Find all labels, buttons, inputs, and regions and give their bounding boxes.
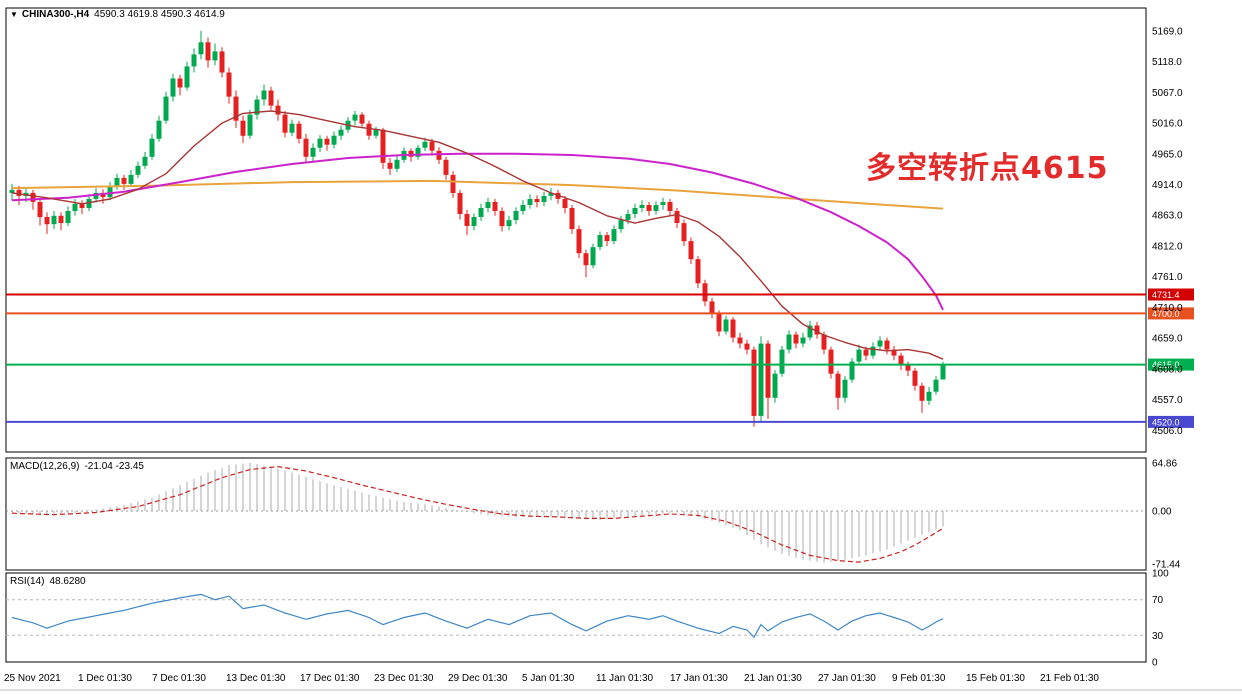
price-tag-4520.0: 4520.0 xyxy=(1148,415,1194,428)
svg-text:21 Jan 01:30: 21 Jan 01:30 xyxy=(744,673,802,684)
price-tag-4615.0: 4615.0 xyxy=(1148,358,1194,371)
svg-text:13 Dec 01:30: 13 Dec 01:30 xyxy=(226,673,286,684)
ma-fast-line xyxy=(11,110,944,360)
main-chart-area[interactable] xyxy=(6,8,1146,452)
svg-text:15 Feb 01:30: 15 Feb 01:30 xyxy=(966,673,1025,684)
macd-signal-line xyxy=(11,465,944,563)
svg-text:1 Dec 01:30: 1 Dec 01:30 xyxy=(78,673,132,684)
svg-text:4520.0: 4520.0 xyxy=(1152,417,1180,427)
candlestick-series xyxy=(9,30,946,427)
svg-text:7 Dec 01:30: 7 Dec 01:30 xyxy=(152,673,206,684)
ma-slow-line xyxy=(11,179,944,210)
svg-text:11 Jan 01:30: 11 Jan 01:30 xyxy=(596,673,654,684)
macd-axis[interactable] xyxy=(1147,458,1242,570)
svg-text:30: 30 xyxy=(1152,631,1164,642)
rsi-panel-area[interactable] xyxy=(6,573,1146,662)
rsi-axis[interactable] xyxy=(1147,573,1242,662)
rsi-indicator-label: RSI(14) xyxy=(10,576,45,587)
svg-text:4700.0: 4700.0 xyxy=(1152,309,1180,319)
symbol-period-label: CHINA300-,H4 xyxy=(21,9,90,20)
svg-text:25 Nov 2021: 25 Nov 2021 xyxy=(4,673,61,684)
svg-text:64.86: 64.86 xyxy=(1152,459,1177,470)
rsi-overbought-oversold-lines xyxy=(6,599,1146,636)
macd-indicator-label: MACD(12,26,9) xyxy=(10,461,80,472)
chart-title-bar: ▼ CHINA300-,H4 4590.3 4619.8 4590.3 4614.9 xyxy=(10,9,225,20)
svg-text:4914.0: 4914.0 xyxy=(1152,180,1183,191)
time-axis-labels: 25 Nov 2021 1 Dec 01:30 7 Dec 01:30 13 Dec … xyxy=(4,673,1099,684)
svg-text:5 Jan 01:30: 5 Jan 01:30 xyxy=(522,673,575,684)
svg-text:4659.0: 4659.0 xyxy=(1152,334,1183,345)
svg-text:4615.0: 4615.0 xyxy=(1152,360,1180,370)
svg-text:4710.0: 4710.0 xyxy=(1152,303,1183,314)
svg-text:9 Feb 01:30: 9 Feb 01:30 xyxy=(892,673,946,684)
svg-text:5118.0: 5118.0 xyxy=(1152,57,1182,68)
price-axis[interactable] xyxy=(1147,8,1242,452)
panel-borders xyxy=(5,7,1147,663)
macd-panel-area[interactable] xyxy=(6,458,1146,570)
svg-text:23 Dec 01:30: 23 Dec 01:30 xyxy=(374,673,434,684)
rsi-value-label: 48.6280 xyxy=(49,576,86,587)
svg-text:17 Jan 01:30: 17 Jan 01:30 xyxy=(670,673,728,684)
rsi-line xyxy=(11,593,944,639)
svg-text:4506.0: 4506.0 xyxy=(1152,426,1183,437)
horizontal-levels: 4731.4 4700.0 4615.0 4520.0 xyxy=(6,288,1194,428)
svg-text:4812.0: 4812.0 xyxy=(1152,242,1183,253)
svg-text:100: 100 xyxy=(1152,569,1169,580)
svg-text:5169.0: 5169.0 xyxy=(1152,26,1183,37)
macd-axis-labels: 64.86 0.00 -71.44 xyxy=(1152,459,1181,571)
svg-text:4863.0: 4863.0 xyxy=(1152,211,1183,222)
svg-text:4965.0: 4965.0 xyxy=(1152,149,1183,160)
svg-text:4761.0: 4761.0 xyxy=(1152,272,1183,283)
time-axis[interactable] xyxy=(0,668,1242,688)
price-tag-4700.0: 4700.0 xyxy=(1148,307,1194,320)
svg-text:27 Jan 01:30: 27 Jan 01:30 xyxy=(818,673,876,684)
turning-point-annotation[interactable]: 多空转折点4615 xyxy=(866,151,1109,186)
svg-text:4731.4: 4731.4 xyxy=(1152,290,1180,300)
rsi-axis-labels: 100 70 30 0 xyxy=(1152,569,1169,669)
svg-text:0.00: 0.00 xyxy=(1152,507,1172,518)
macd-title-bar: MACD(12,26,9) -21.04 -23.45 xyxy=(10,461,144,472)
svg-text:21 Feb 01:30: 21 Feb 01:30 xyxy=(1040,673,1099,684)
svg-text:70: 70 xyxy=(1152,595,1164,606)
svg-text:-71.44: -71.44 xyxy=(1152,559,1181,570)
svg-text:5016.0: 5016.0 xyxy=(1152,119,1183,130)
svg-text:17 Dec 01:30: 17 Dec 01:30 xyxy=(300,673,360,684)
svg-text:5067.0: 5067.0 xyxy=(1152,88,1183,99)
one-click-trading-icon[interactable]: ▼ xyxy=(10,9,18,19)
macd-histogram xyxy=(11,462,944,563)
ma-mid-line xyxy=(11,152,944,311)
svg-text:4608.0: 4608.0 xyxy=(1152,364,1183,375)
svg-text:29 Dec 01:30: 29 Dec 01:30 xyxy=(448,673,508,684)
svg-text:4557.0: 4557.0 xyxy=(1152,395,1183,406)
ohlc-values-label: 4590.3 4619.8 4590.3 4614.9 xyxy=(94,9,225,20)
price-tag-4731.4: 4731.4 xyxy=(1148,288,1194,301)
svg-text:0: 0 xyxy=(1152,658,1158,669)
price-axis-labels: 5169.0 5118.0 5067.0 5016.0 4965.0 4914.0 4863… xyxy=(1152,26,1183,436)
macd-values-label: -21.04 -23.45 xyxy=(84,461,144,472)
rsi-title-bar: RSI(14) 48.6280 xyxy=(10,576,86,587)
